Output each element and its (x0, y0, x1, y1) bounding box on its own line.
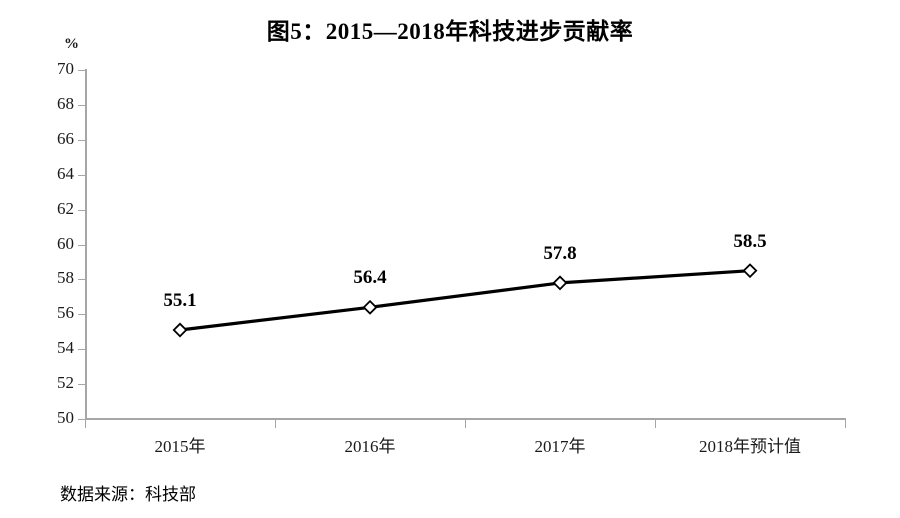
y-axis-tick-label: 54 (57, 338, 74, 358)
y-axis-tick (78, 314, 85, 315)
x-axis-tick (275, 420, 276, 428)
y-axis-tick-label: 62 (57, 198, 74, 218)
x-axis-tick (655, 420, 656, 428)
y-axis-tick (78, 210, 85, 211)
x-axis-category-label: 2018年预计值 (699, 437, 801, 456)
y-axis-tick (78, 384, 85, 385)
y-axis-tick-label: 70 (57, 59, 74, 78)
x-axis-category-label: 2015年 (154, 437, 206, 456)
y-axis-tick (78, 175, 85, 176)
y-axis-tick-label: 58 (57, 268, 74, 288)
data-point-marker (742, 263, 758, 279)
y-axis-tick-label: 50 (57, 408, 74, 427)
x-axis-tick (845, 420, 846, 428)
data-point-marker (172, 322, 188, 338)
data-point-value-label: 56.4 (353, 267, 387, 289)
y-axis-tick (78, 140, 85, 141)
y-axis-tick-label: 68 (57, 93, 74, 113)
x-axis-tick (85, 420, 86, 428)
x-axis-category-label: 2016年 (344, 437, 396, 456)
y-axis-line (85, 69, 87, 420)
data-point-marker (362, 299, 378, 315)
y-axis-tick-label: 64 (57, 163, 74, 183)
data-point-marker (552, 275, 568, 291)
chart-title: 图5：2015—2018年科技进步贡献率 (266, 19, 634, 44)
y-axis-tick (78, 349, 85, 350)
y-axis-tick (78, 419, 85, 420)
y-axis-tick (78, 105, 85, 106)
y-axis-tick (78, 70, 85, 71)
source-note: 数据来源：科技部 (60, 485, 196, 504)
data-point-value-label: 55.1 (163, 290, 197, 311)
y-axis-tick (78, 245, 85, 246)
y-axis-tick-label: 52 (57, 373, 74, 393)
data-point-value-label: 58.5 (733, 230, 767, 252)
y-axis-tick-label: 56 (57, 303, 74, 323)
x-axis-line (85, 418, 846, 420)
y-axis-tick-label: 60 (57, 233, 74, 253)
data-point-value-label: 57.8 (543, 242, 577, 264)
x-axis-category-label: 2017年 (534, 437, 586, 456)
y-axis-tick (78, 279, 85, 280)
x-axis-tick (465, 420, 466, 428)
y-axis-unit-label: % (64, 36, 79, 52)
y-axis-tick-label: 66 (57, 128, 74, 148)
